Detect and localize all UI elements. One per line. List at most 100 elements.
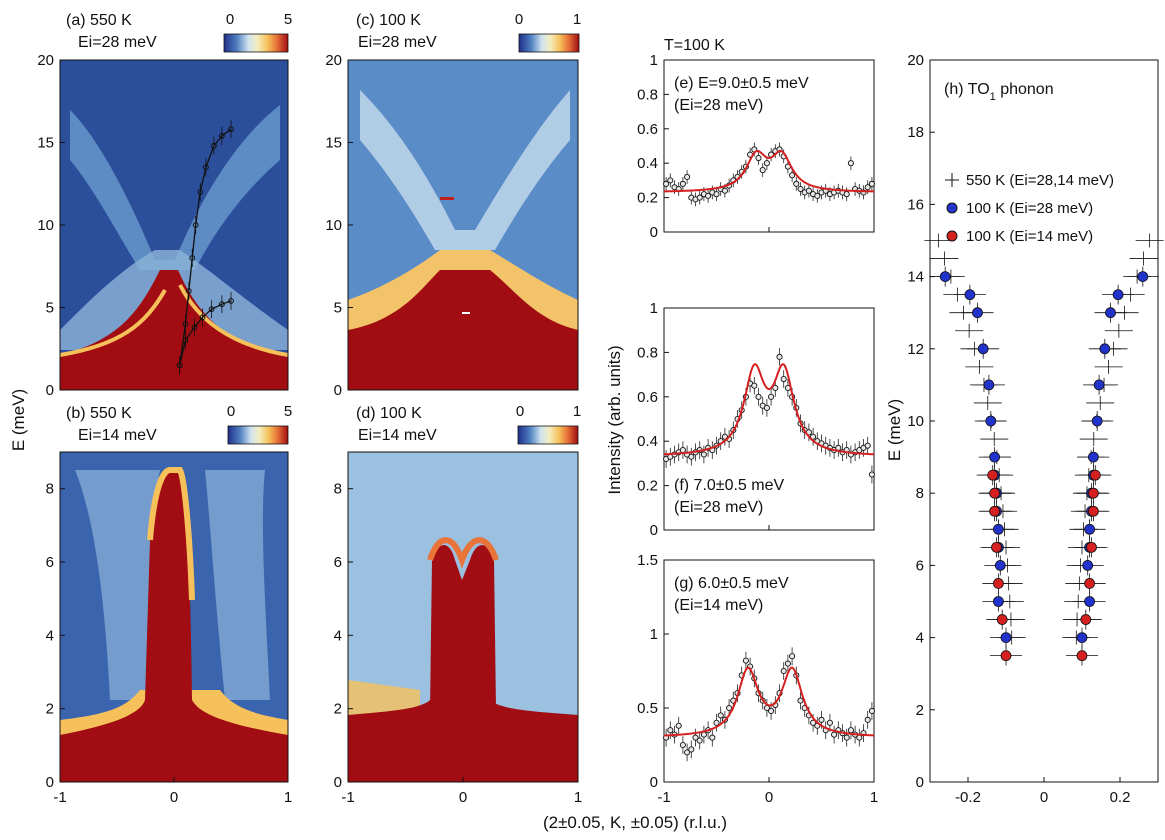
ytick-label: 0 [650, 522, 658, 539]
map-ytick-label: 5 [334, 300, 342, 317]
xtick-label: 0.2 [1110, 789, 1131, 806]
panel-g-title: (g) 6.0±0.5 meV [674, 575, 789, 592]
colorbar-d-hi: 1 [573, 403, 581, 420]
panel-d-sub: Ei=14 meV [358, 427, 437, 444]
overlay-point [192, 222, 199, 228]
map-ytick-label: 15 [37, 135, 54, 152]
data-point [831, 731, 838, 738]
panel-b-label: (b) 550 K [66, 405, 132, 422]
ytick-label: 20 [907, 52, 924, 69]
legend-marker [946, 230, 958, 242]
middle-header: T=100 K [664, 37, 725, 54]
marker-100K [1089, 469, 1101, 481]
marker-100K [983, 379, 995, 391]
marker-100K [993, 578, 1004, 589]
data-point [679, 741, 686, 749]
ytick-label: 18 [907, 124, 924, 141]
ytick-label: 2 [916, 702, 924, 719]
panel-f-title: (f) 7.0±0.5 meV [674, 477, 784, 494]
left-ylabel: E (meV) [9, 389, 28, 451]
data-point [679, 180, 686, 187]
data-point [663, 180, 670, 187]
panel-h: 0 2 4 6 8 10 12 14 16 18 20 -0.2 0 0.2 (h) TO1 phonon 5… [907, 52, 1164, 806]
marker-100K [1084, 523, 1095, 535]
data-point [789, 172, 796, 179]
data-point [780, 667, 787, 675]
marker-100K [989, 451, 1000, 463]
map-ytick-label: 10 [325, 217, 342, 234]
data-point [797, 185, 804, 193]
marker-100K [993, 596, 1004, 607]
data-point [864, 184, 871, 191]
overlay-points-a [176, 120, 234, 375]
data-point [780, 375, 787, 383]
map-ytick-label: 20 [325, 52, 342, 69]
panel-a [59, 59, 289, 391]
ytick-label: 0.8 [637, 86, 658, 103]
overlay-line [179, 128, 232, 366]
map-ytick-label: 10 [37, 217, 54, 234]
map-ytick-label: 8 [46, 481, 54, 498]
panel-h-title-sub: 1 [990, 91, 996, 103]
ytick-label: 0.5 [637, 700, 658, 717]
panel-c-sub: Ei=28 meV [358, 34, 437, 51]
overlay-point [208, 306, 215, 313]
legend-label: 100 K (Ei=28 meV) [966, 200, 1093, 217]
overlay-point [228, 298, 234, 304]
marker-100K [1076, 632, 1088, 643]
marker-100K [1105, 307, 1116, 319]
marker-100K [1099, 343, 1111, 355]
data-point [826, 719, 833, 726]
data-point [667, 177, 674, 184]
data-point [847, 160, 854, 167]
xtick-label: -1 [657, 789, 670, 806]
data-point [856, 734, 863, 741]
legend-label: 100 K (Ei=14 meV) [966, 228, 1093, 245]
marker-100K [991, 541, 1002, 553]
colorbar-c-hi: 1 [573, 11, 581, 28]
overlay-point [182, 337, 189, 344]
ytick-label: 4 [916, 630, 924, 647]
data-point [776, 353, 783, 360]
heatmap-a-features [59, 105, 289, 390]
panel-d-label: (d) 100 K [356, 405, 422, 422]
ytick-label: 12 [907, 341, 924, 358]
panel-a-sub: Ei=28 meV [78, 34, 157, 51]
colorbar-a-hi: 5 [284, 11, 292, 28]
data-point [864, 442, 871, 449]
ytick-label: 0 [650, 774, 658, 791]
overlay-point [211, 142, 217, 149]
data-point [679, 447, 686, 454]
colorbar-a: 0 5 [223, 11, 292, 53]
overlay-point [199, 314, 206, 321]
data-point [805, 187, 812, 194]
data-point [868, 471, 875, 478]
ytick-label: 0.6 [637, 121, 658, 138]
data-point [810, 719, 817, 726]
map-xtick-label: 1 [574, 789, 582, 806]
marker-100K [994, 560, 1006, 571]
data-point [789, 653, 796, 660]
map-ytick-label: 8 [334, 481, 342, 498]
panel-e: 0 0.2 0.4 0.6 0.8 1 (e) E=9.0±0.5 meV (Ei=28 me… [637, 52, 875, 241]
marker-100K [993, 523, 1004, 535]
data-point [810, 433, 817, 440]
ytick-label: 14 [907, 269, 924, 286]
ytick-label: 0 [650, 224, 658, 241]
data-point [742, 657, 749, 664]
marker-100K [977, 343, 989, 355]
data-point [793, 180, 800, 187]
colorbar-d-lo: 0 [516, 403, 524, 420]
colorbar-c: 0 1 [515, 11, 581, 53]
data-point [705, 192, 712, 199]
map-ytick-label: 5 [46, 300, 54, 317]
map-ytick-label: 6 [334, 554, 342, 571]
data-point [696, 194, 703, 201]
overlay-point [218, 301, 225, 308]
data-point [700, 451, 707, 458]
data-point [755, 393, 762, 400]
overlay-point [228, 126, 234, 133]
data-point [721, 187, 728, 194]
plot-frame [663, 559, 875, 783]
